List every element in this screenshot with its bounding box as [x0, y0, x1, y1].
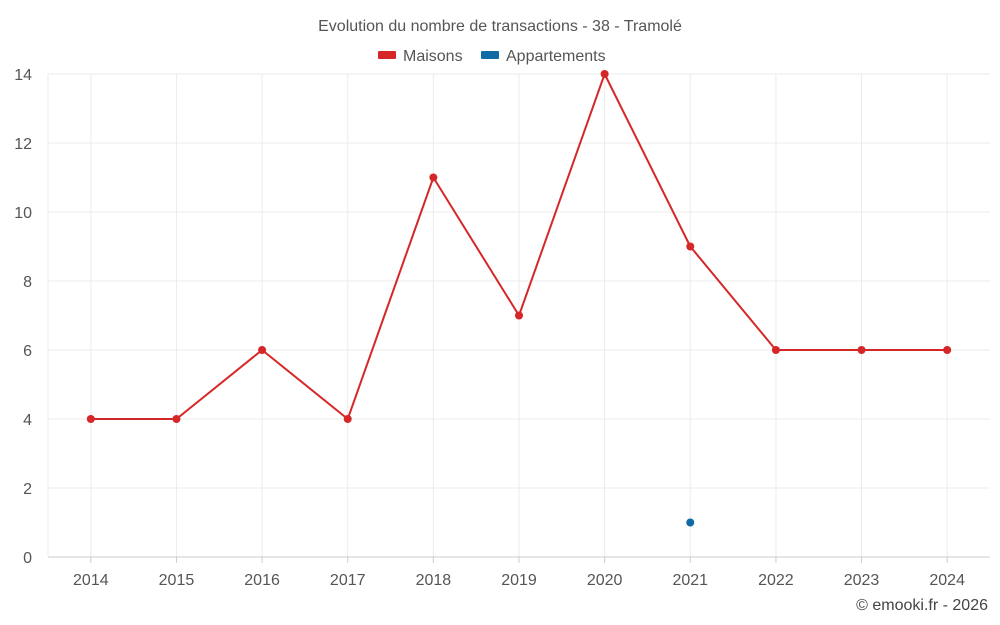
x-tick-label-2015: 2015 — [159, 572, 195, 589]
x-tick-label-2014: 2014 — [73, 572, 109, 589]
data-point-maisons-2022[interactable] — [771, 346, 780, 354]
credit-text: © emooki.fr - 2026 — [856, 597, 988, 614]
legend[interactable]: Maisons Appartements — [378, 48, 606, 65]
y-tick-label-12: 12 — [14, 136, 32, 153]
series — [86, 70, 952, 527]
data-point-maisons-2023[interactable] — [857, 346, 866, 354]
legend-swatch-maisons — [378, 51, 396, 59]
legend-swatch-appartements — [481, 51, 499, 59]
data-point-maisons-2024[interactable] — [943, 346, 952, 354]
axes: 0 2 4 6 8 10 12 14 2014 2015 2016 2017 2018 2019 2020 2… — [14, 67, 990, 589]
y-tick-label-4: 4 — [23, 412, 32, 429]
data-point-maisons-2020[interactable] — [600, 70, 609, 78]
x-tick-label-2024: 2024 — [929, 572, 965, 589]
data-point-maisons-2018[interactable] — [429, 173, 438, 182]
legend-item-appartements[interactable]: Appartements — [481, 48, 606, 65]
x-tick-label-2021: 2021 — [672, 572, 708, 589]
data-point-appartements-2021[interactable] — [686, 518, 695, 527]
x-tick-label-2020: 2020 — [587, 572, 623, 589]
y-tick-label-6: 6 — [23, 343, 32, 360]
y-tick-label-8: 8 — [23, 274, 32, 291]
y-tick-label-0: 0 — [23, 550, 32, 567]
data-point-maisons-2015[interactable] — [172, 415, 181, 423]
data-point-maisons-2019[interactable] — [515, 311, 523, 320]
legend-label-appartements: Appartements — [506, 48, 606, 65]
x-tick-label-2016: 2016 — [244, 572, 280, 589]
x-tick-label-2017: 2017 — [330, 572, 366, 589]
x-tick-label-2023: 2023 — [844, 572, 880, 589]
legend-item-maisons[interactable]: Maisons — [378, 48, 463, 65]
data-point-maisons-2017[interactable] — [343, 415, 352, 423]
x-tick-label-2019: 2019 — [501, 572, 537, 589]
y-tick-label-14: 14 — [14, 67, 32, 84]
data-point-maisons-2014[interactable] — [86, 415, 95, 423]
x-tick-label-2022: 2022 — [758, 572, 794, 589]
legend-label-maisons: Maisons — [403, 48, 463, 65]
data-point-maisons-2021[interactable] — [686, 242, 695, 251]
data-point-maisons-2016[interactable] — [258, 346, 267, 354]
chart-title: Evolution du nombre de transactions - 38… — [318, 18, 682, 35]
y-tick-label-10: 10 — [14, 205, 32, 222]
y-tick-label-2: 2 — [23, 481, 32, 498]
x-tick-label-2018: 2018 — [416, 572, 452, 589]
